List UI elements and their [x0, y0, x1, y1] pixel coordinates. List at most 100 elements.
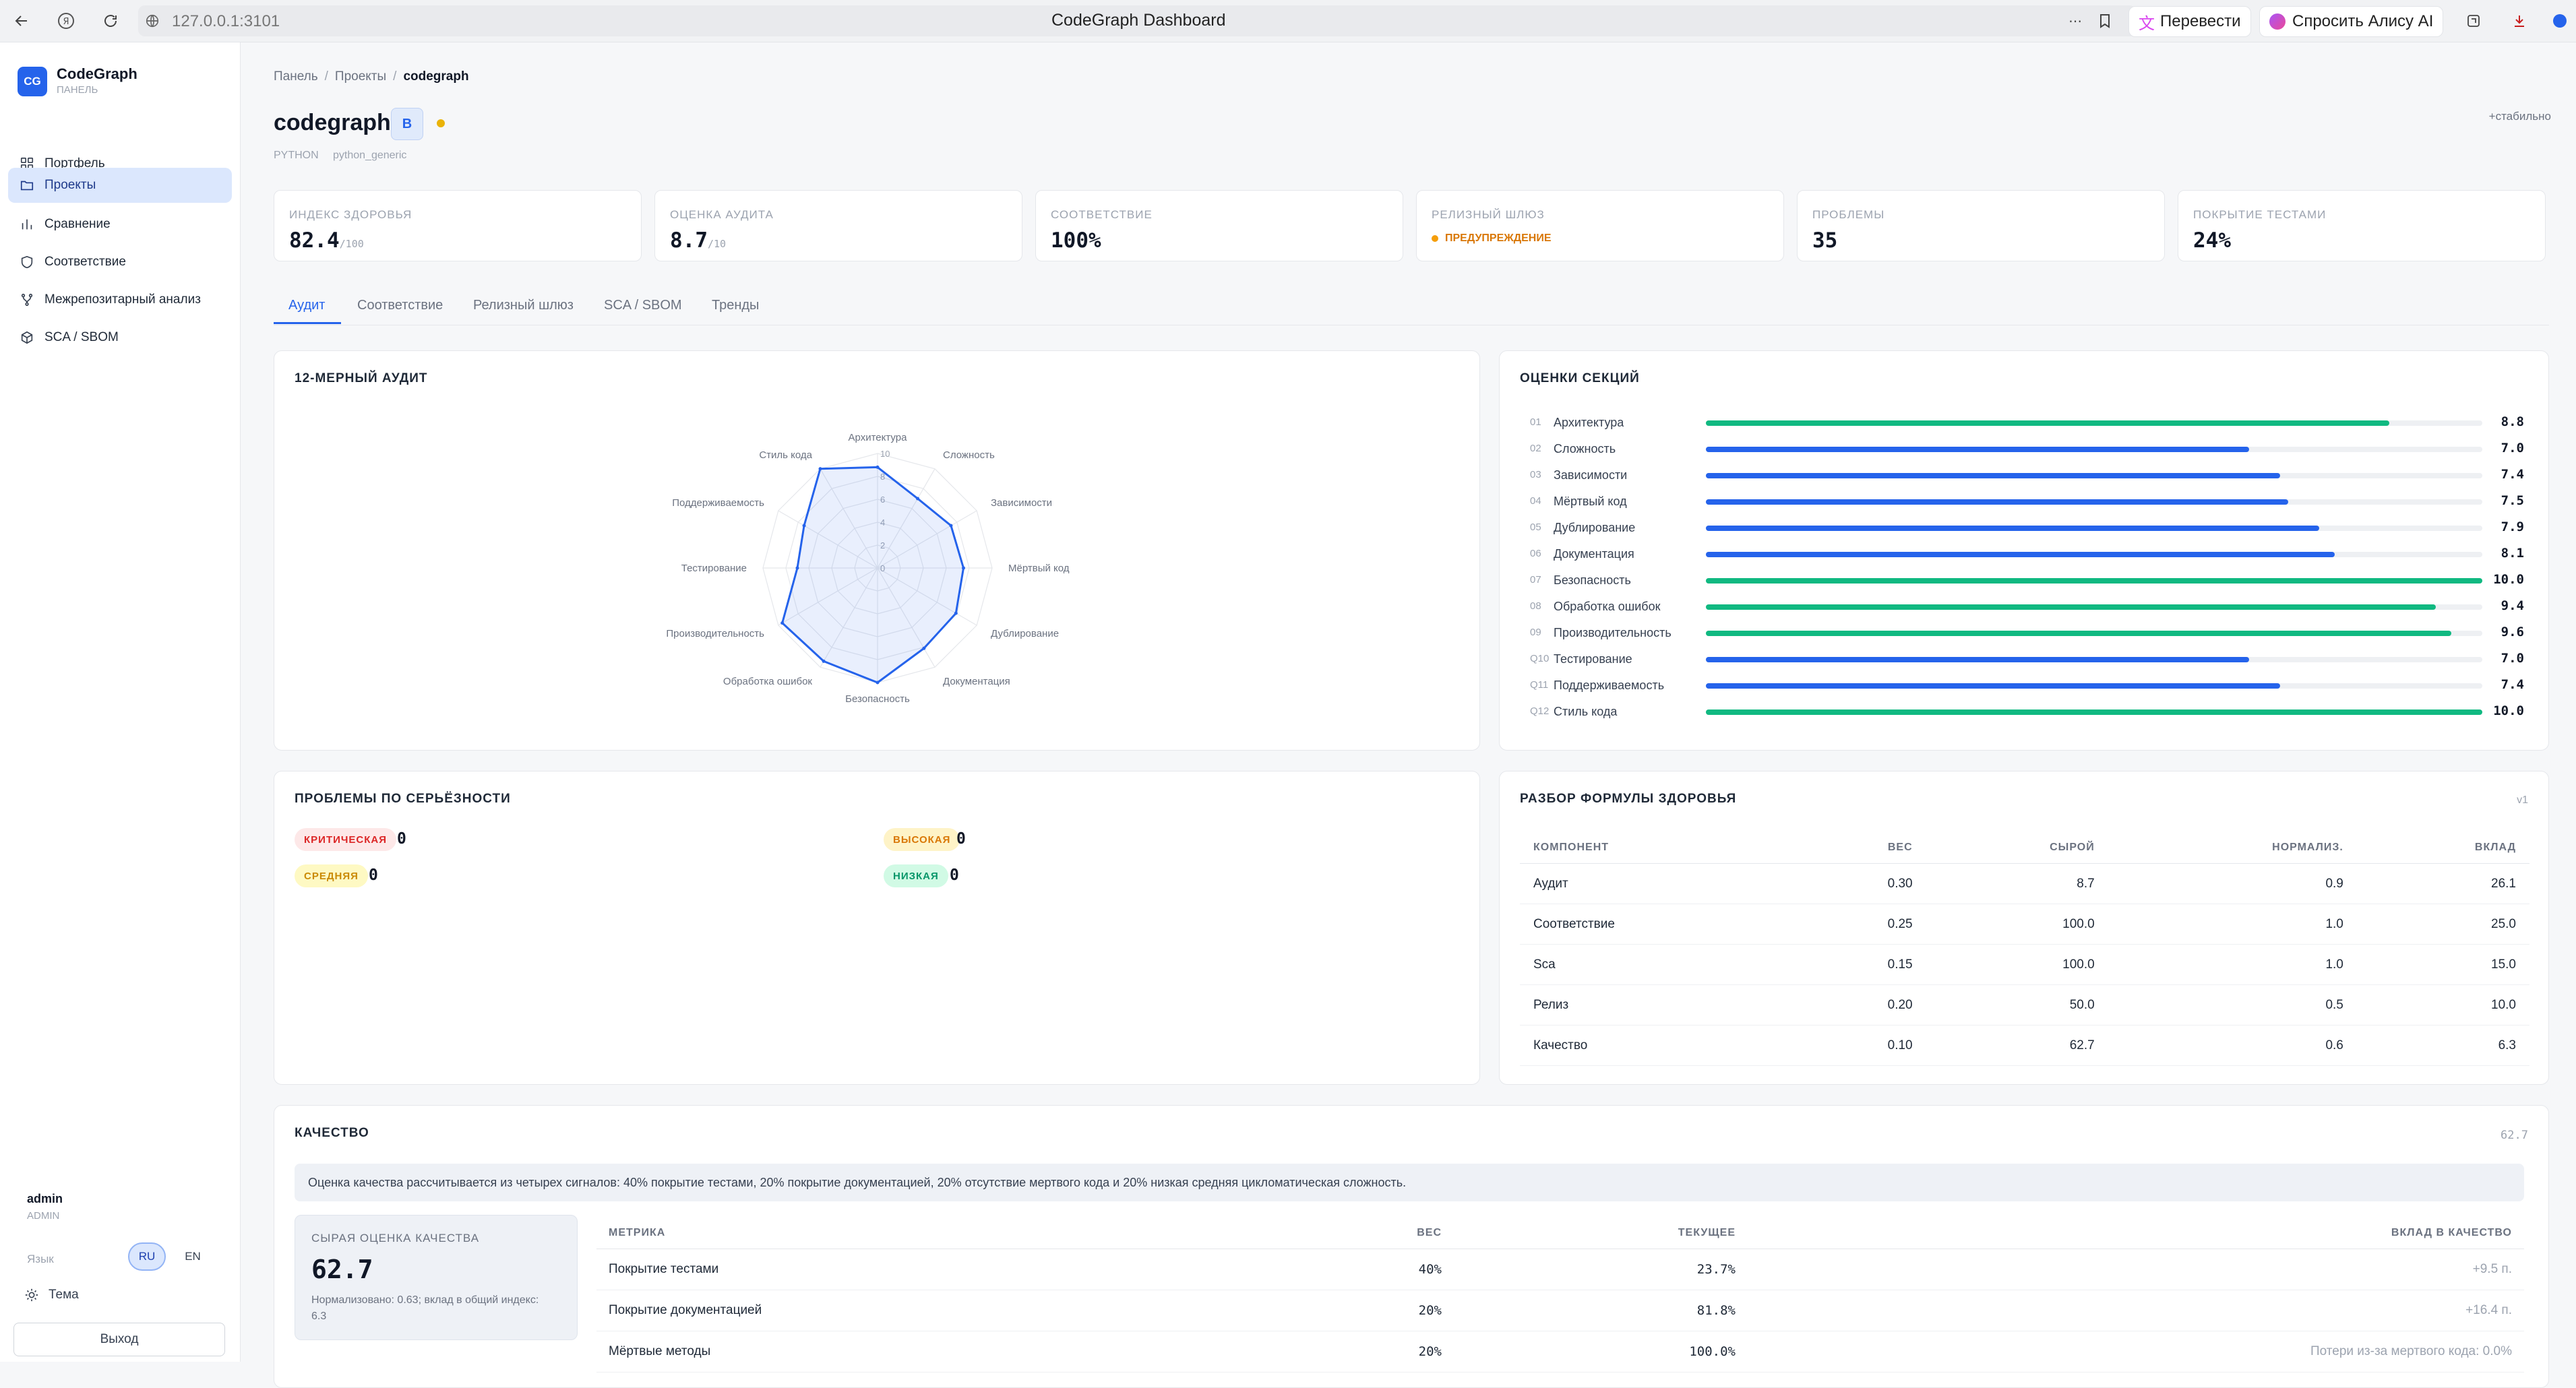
section-score-value: 7.4 — [2501, 467, 2524, 482]
section-number: 03 — [1530, 469, 1541, 480]
shield-icon — [19, 254, 35, 270]
extension-icon[interactable] — [2463, 10, 2484, 32]
section-score-row: 01 Архитектура 8.8 — [1520, 410, 2544, 437]
radar-data-point — [954, 611, 958, 615]
section-name: Безопасность — [1554, 573, 1631, 587]
profile-icon[interactable] — [2549, 10, 2571, 32]
lang-en-button[interactable]: EN — [185, 1250, 201, 1263]
user-role: ADMIN — [27, 1210, 60, 1222]
radar-chart: 0 2 4 6 8 10 Архитектура Сложность Зависимости Мё… — [666, 432, 1069, 705]
table-cell: 15.0 — [2356, 944, 2529, 985]
section-score-value: 7.0 — [2501, 441, 2524, 455]
lang-ru-button[interactable]: RU — [128, 1242, 166, 1271]
table-cell: +16.4 п. — [1748, 1290, 2524, 1331]
radar-axis — [820, 468, 878, 569]
breadcrumb: Панель / Проекты / codegraph — [274, 69, 469, 84]
tab-audit[interactable]: Аудит — [288, 298, 326, 313]
table-cell: 0.9 — [2108, 863, 2357, 904]
table-cell: Соответствие — [1520, 904, 1795, 945]
breadcrumb-section[interactable]: Проекты — [334, 69, 387, 84]
sidebar-item-compare[interactable]: Сравнение — [8, 207, 232, 242]
sidebar-item-projects[interactable]: Проекты — [8, 168, 232, 203]
url-text[interactable]: 127.0.0.1:3101 — [172, 12, 280, 30]
sidebar-item-label: Межрепозитарный анализ — [44, 292, 201, 307]
raw-quality-note: Нормализовано: 0.63; вклад в общий индек… — [311, 1294, 539, 1322]
kpi-value: 100% — [1051, 228, 1101, 253]
radar-axis-label: Архитектура — [849, 432, 908, 443]
git-branch-icon — [19, 292, 35, 308]
radar-data-point — [795, 566, 799, 570]
downloads-icon[interactable] — [2509, 10, 2530, 32]
yandex-icon[interactable]: Я — [55, 10, 77, 32]
grade-badge: B — [391, 108, 423, 140]
section-score-row: 02 Сложность 7.0 — [1520, 437, 2544, 463]
sidebar-item-label: SCA / SBOM — [44, 330, 119, 344]
score-bar-fill — [1706, 420, 2389, 426]
tab-sca-sbom[interactable]: SCA / SBOM — [604, 298, 682, 313]
logo[interactable]: CG — [18, 67, 47, 96]
table-cell: 50.0 — [1926, 984, 2108, 1026]
bookmark-icon[interactable] — [2094, 10, 2116, 32]
card-title: РАЗБОР ФОРМУЛЫ ЗДОРОВЬЯ — [1520, 792, 1737, 806]
table-cell: Sca — [1520, 944, 1795, 985]
severity-count-high: 0 — [956, 830, 966, 848]
kpi-value: 8.7/10 — [670, 228, 727, 253]
address-bar[interactable] — [138, 5, 2137, 36]
translate-button[interactable]: 文 Перевести — [2128, 6, 2251, 37]
sidebar-item-portfolio[interactable]: Портфель — [8, 146, 232, 181]
section-score-row: 03 Зависимости 7.4 — [1520, 463, 2544, 489]
sidebar-item-cross-repo[interactable]: Межрепозитарный анализ — [8, 282, 232, 317]
kpi-compliance: СООТВЕТСТВИЕ 100% — [1035, 190, 1403, 261]
card-title: 12-МЕРНЫЙ АУДИТ — [295, 371, 428, 385]
theme-label: Тема — [49, 1288, 79, 1302]
kpi-release-gate: РЕЛИЗНЫЙ ШЛЮЗ ПРЕДУПРЕЖДЕНИЕ — [1416, 190, 1784, 261]
tab-trends[interactable]: Тренды — [712, 298, 760, 313]
quality-metrics-table: МЕТРИКА ВЕС ТЕКУЩЕЕ ВКЛАД В КАЧЕСТВО Пок… — [596, 1218, 2524, 1373]
kpi-value: 35 — [1812, 228, 1838, 253]
radar-axis — [778, 510, 878, 569]
table-cell: Мёртвые методы — [596, 1331, 1362, 1373]
score-bar-track — [1706, 631, 2482, 636]
sidebar-item-sca[interactable]: SCA / SBOM — [8, 320, 232, 355]
breadcrumb-root[interactable]: Панель — [274, 69, 318, 84]
radar-axis-label: Зависимости — [991, 497, 1052, 509]
severity-count-critical: 0 — [397, 830, 406, 848]
score-bar-track — [1706, 552, 2482, 557]
language-label: Язык — [27, 1253, 54, 1265]
table-cell: 23.7% — [1454, 1249, 1748, 1290]
more-icon[interactable]: ⋯ — [2068, 13, 2082, 29]
alice-icon — [2269, 13, 2286, 30]
health-formula-card: РАЗБОР ФОРМУЛЫ ЗДОРОВЬЯ v1 КОМПОНЕНТ ВЕС… — [1499, 771, 2549, 1085]
table-cell: 6.3 — [2356, 1025, 2529, 1066]
reload-icon[interactable] — [100, 10, 121, 32]
table-cell: Потери из-за мертвого кода: 0.0% — [1748, 1331, 2524, 1373]
radar-tick-label: 2 — [880, 540, 885, 550]
bar-chart-icon — [19, 216, 35, 232]
kpi-label: ПОКРЫТИЕ ТЕСТАМИ — [2193, 208, 2327, 221]
tab-release-gate[interactable]: Релизный шлюз — [473, 298, 574, 313]
table-cell: Качество — [1520, 1025, 1795, 1066]
score-bar-track — [1706, 447, 2482, 452]
table-cell: 0.5 — [2108, 984, 2357, 1026]
section-score-row: 04 Мёртвый код 7.5 — [1520, 489, 2544, 515]
sidebar-item-label: Проекты — [44, 178, 96, 192]
radar-axis-label: Поддерживаемость — [672, 497, 764, 509]
section-name: Стиль кода — [1554, 705, 1618, 718]
radar-data-point — [916, 497, 919, 501]
score-bar-fill — [1706, 447, 2250, 452]
back-icon[interactable] — [11, 10, 32, 32]
radar-axis-label: Безопасность — [845, 693, 910, 705]
alice-button[interactable]: Спросить Алису AI — [2259, 6, 2444, 37]
logout-button[interactable]: Выход — [13, 1323, 225, 1356]
user-name: admin — [27, 1192, 63, 1205]
section-scores-card: ОЦЕНКИ СЕКЦИЙ 01 Архитектура 8.8 02 Сложност… — [1499, 350, 2549, 751]
section-number: 09 — [1530, 627, 1541, 638]
score-bar-track — [1706, 578, 2482, 583]
table-header-row: МЕТРИКА ВЕС ТЕКУЩЕЕ ВКЛАД В КАЧЕСТВО — [596, 1218, 2524, 1249]
column-header: ВКЛАД — [2356, 832, 2529, 864]
tab-compliance[interactable]: Соответствие — [357, 298, 443, 313]
column-header: СЫРОЙ — [1926, 832, 2108, 864]
theme-toggle[interactable]: Тема — [24, 1288, 79, 1302]
kpi-value: 24% — [2193, 228, 2231, 253]
sidebar-item-compliance[interactable]: Соответствие — [8, 245, 232, 280]
